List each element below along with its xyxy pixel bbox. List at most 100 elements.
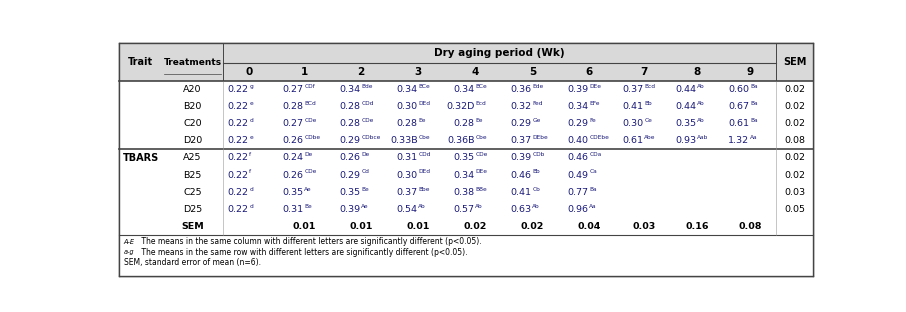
Text: 0.34: 0.34 xyxy=(454,171,475,179)
Text: Bb: Bb xyxy=(533,169,540,174)
Text: 1.32: 1.32 xyxy=(728,136,749,145)
Text: 0.93: 0.93 xyxy=(675,136,697,145)
Text: SEM, standard error of mean (n=6).: SEM, standard error of mean (n=6). xyxy=(124,258,261,267)
Text: 2: 2 xyxy=(358,67,365,77)
Text: Ecd: Ecd xyxy=(476,101,486,106)
Text: 0.29: 0.29 xyxy=(568,119,589,128)
Text: 0.34: 0.34 xyxy=(397,85,418,94)
Text: 0.02: 0.02 xyxy=(785,85,805,94)
Text: 0.44: 0.44 xyxy=(676,85,697,94)
Text: Ede: Ede xyxy=(533,84,544,89)
Text: d: d xyxy=(249,204,253,209)
Text: 0.39: 0.39 xyxy=(567,85,589,94)
Text: Treatments: Treatments xyxy=(164,57,222,66)
Text: CDd: CDd xyxy=(419,152,430,157)
Text: 0.35: 0.35 xyxy=(340,188,361,197)
Text: CDEbe: CDEbe xyxy=(590,135,609,140)
Text: 0.41: 0.41 xyxy=(622,102,643,111)
Text: Trait: Trait xyxy=(128,57,153,67)
Text: 0.08: 0.08 xyxy=(738,222,762,231)
Text: 0.28: 0.28 xyxy=(340,102,361,111)
Text: 0.39: 0.39 xyxy=(340,205,361,214)
Text: Aa: Aa xyxy=(750,135,757,140)
Bar xyxy=(119,80,814,98)
Text: Cbe: Cbe xyxy=(419,135,430,140)
Text: d: d xyxy=(249,187,253,192)
Text: 0.28: 0.28 xyxy=(283,102,304,111)
Text: Ca: Ca xyxy=(590,169,597,174)
Text: 0.63: 0.63 xyxy=(510,205,532,214)
Text: Be: Be xyxy=(304,204,312,209)
Text: 0.22: 0.22 xyxy=(227,188,248,197)
Text: 0.35: 0.35 xyxy=(283,188,304,197)
Text: f: f xyxy=(249,152,251,157)
Text: DEe: DEe xyxy=(476,169,487,174)
Text: Cbe: Cbe xyxy=(476,135,487,140)
Text: 0.41: 0.41 xyxy=(511,188,532,197)
Text: g: g xyxy=(249,84,253,89)
Text: 0.16: 0.16 xyxy=(685,222,708,231)
Text: Ba: Ba xyxy=(750,101,757,106)
Text: 0.57: 0.57 xyxy=(454,205,475,214)
Text: 0.08: 0.08 xyxy=(785,136,805,145)
Text: 1: 1 xyxy=(301,67,308,77)
Text: 0.38: 0.38 xyxy=(454,188,475,197)
Text: CDe: CDe xyxy=(304,118,316,123)
Text: 0.02: 0.02 xyxy=(785,154,805,162)
Bar xyxy=(119,98,814,115)
Text: Ab: Ab xyxy=(476,204,483,209)
Text: CDb: CDb xyxy=(533,152,545,157)
Text: f: f xyxy=(249,169,251,174)
Text: The means in the same column with different letters are significantly different : The means in the same column with differ… xyxy=(140,237,482,246)
Text: 0.29: 0.29 xyxy=(340,171,361,179)
Text: A20: A20 xyxy=(183,85,202,94)
Text: 0.28: 0.28 xyxy=(454,119,475,128)
Text: Bbe: Bbe xyxy=(419,187,429,192)
Text: B20: B20 xyxy=(184,102,202,111)
Text: 0.67: 0.67 xyxy=(728,102,749,111)
Text: 0.96: 0.96 xyxy=(568,205,589,214)
Text: Ae: Ae xyxy=(361,204,369,209)
Text: Cb: Cb xyxy=(533,187,540,192)
Text: Be: Be xyxy=(361,187,369,192)
Text: 0.36: 0.36 xyxy=(510,85,532,94)
Text: 0.01: 0.01 xyxy=(350,222,373,231)
Text: 0.34: 0.34 xyxy=(340,85,361,94)
Text: 0.32D: 0.32D xyxy=(447,102,475,111)
Bar xyxy=(119,235,814,276)
Bar xyxy=(119,43,814,63)
Text: SEM: SEM xyxy=(181,222,204,231)
Text: 0.29: 0.29 xyxy=(340,136,361,145)
Text: 0.28: 0.28 xyxy=(397,119,418,128)
Text: DEe: DEe xyxy=(590,84,602,89)
Text: 0.32: 0.32 xyxy=(510,102,532,111)
Text: 0.24: 0.24 xyxy=(283,154,304,162)
Text: 0.34: 0.34 xyxy=(567,102,589,111)
Text: De: De xyxy=(361,152,370,157)
Text: d: d xyxy=(249,118,253,123)
Text: 0.27: 0.27 xyxy=(283,85,304,94)
Text: CDbe: CDbe xyxy=(304,135,321,140)
Text: 0.27: 0.27 xyxy=(283,119,304,128)
Text: DEd: DEd xyxy=(419,101,430,106)
Bar xyxy=(119,132,814,149)
Text: 0.77: 0.77 xyxy=(568,188,589,197)
Text: 0.54: 0.54 xyxy=(397,205,418,214)
Text: B25: B25 xyxy=(184,171,202,179)
Text: CDf: CDf xyxy=(304,84,315,89)
Text: 0.30: 0.30 xyxy=(397,171,418,179)
Text: 0.44: 0.44 xyxy=(676,102,697,111)
Text: EFe: EFe xyxy=(590,101,600,106)
Bar xyxy=(119,63,814,80)
Text: Cd: Cd xyxy=(361,169,369,174)
Text: CDe: CDe xyxy=(304,169,316,174)
Text: Aab: Aab xyxy=(697,135,708,140)
Text: BCd: BCd xyxy=(304,101,316,106)
Text: 0.01: 0.01 xyxy=(407,222,430,231)
Text: Aa: Aa xyxy=(590,204,597,209)
Text: 0.28: 0.28 xyxy=(340,119,361,128)
Text: 0.30: 0.30 xyxy=(397,102,418,111)
Text: 5: 5 xyxy=(529,67,536,77)
Text: 0.04: 0.04 xyxy=(578,222,601,231)
Text: 0.37: 0.37 xyxy=(510,136,532,145)
